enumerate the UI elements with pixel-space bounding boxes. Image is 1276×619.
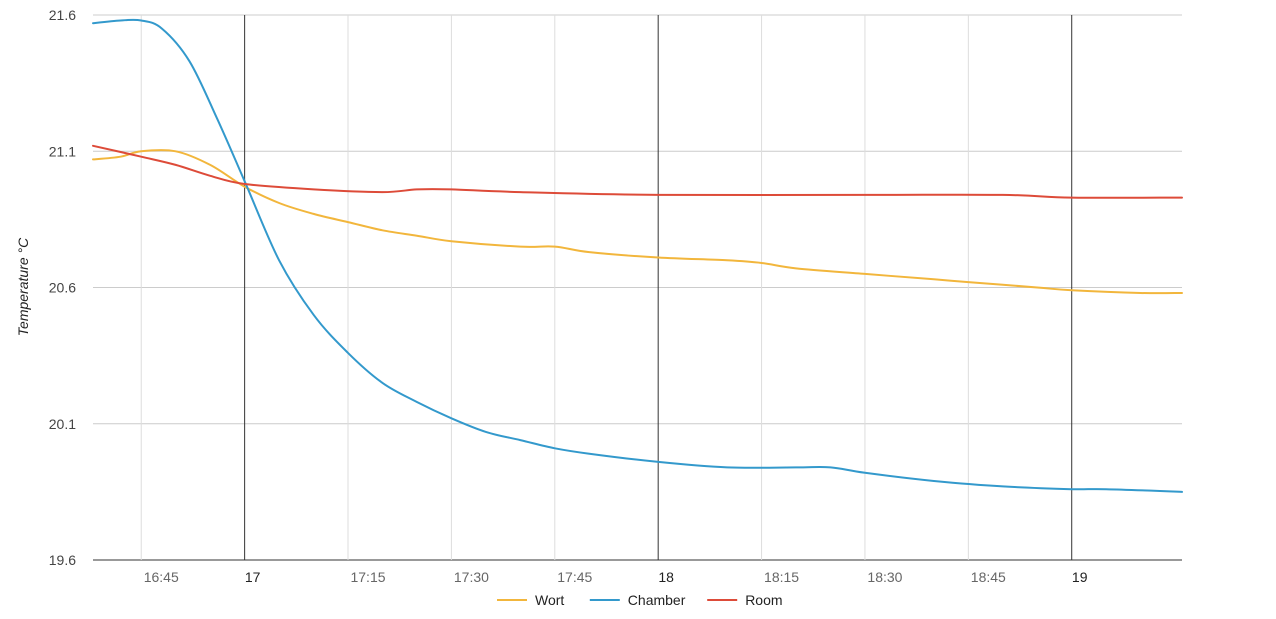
x-tick-label: 17:15 [350, 569, 385, 585]
grid-lines [93, 14, 1182, 561]
legend-label: Wort [535, 592, 564, 608]
x-tick-label: 19 [1072, 569, 1088, 585]
y-tick-label: 20.1 [49, 416, 76, 432]
series-line-room [92, 144, 1183, 199]
legend: Wort Chamber Room [497, 592, 783, 608]
x-tick-label: 18:15 [764, 569, 799, 585]
x-tick-label: 18:45 [971, 569, 1006, 585]
x-tick-label: 17 [245, 569, 261, 585]
y-axis-ticks: 19.6 20.1 20.6 21.1 21.6 [49, 7, 76, 568]
legend-label: Chamber [628, 592, 686, 608]
x-tick-label: 17:30 [454, 569, 489, 585]
legend-item-wort[interactable]: Wort [497, 592, 564, 608]
x-tick-label: 18:30 [867, 569, 902, 585]
legend-item-chamber[interactable]: Chamber [589, 592, 686, 608]
series-line-chamber [92, 18, 1183, 493]
x-tick-label: 18 [658, 569, 674, 585]
legend-item-room[interactable]: Room [707, 592, 783, 608]
y-axis-label: Temperature °C [15, 237, 31, 336]
y-tick-label: 21.6 [49, 7, 76, 23]
x-tick-label: 17:45 [557, 569, 592, 585]
y-tick-label: 19.6 [49, 552, 76, 568]
x-axis-ticks: 16:45 17 17:15 17:30 17:45 18 18:15 18:30 18:45 1… [144, 569, 1088, 585]
series-line-wort [92, 149, 1183, 295]
y-tick-label: 20.6 [49, 280, 76, 296]
series-lines [92, 18, 1183, 493]
x-tick-label: 16:45 [144, 569, 179, 585]
y-tick-label: 21.1 [49, 143, 76, 159]
legend-label: Room [745, 592, 782, 608]
